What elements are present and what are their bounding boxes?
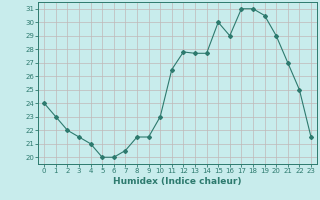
X-axis label: Humidex (Indice chaleur): Humidex (Indice chaleur) [113, 177, 242, 186]
